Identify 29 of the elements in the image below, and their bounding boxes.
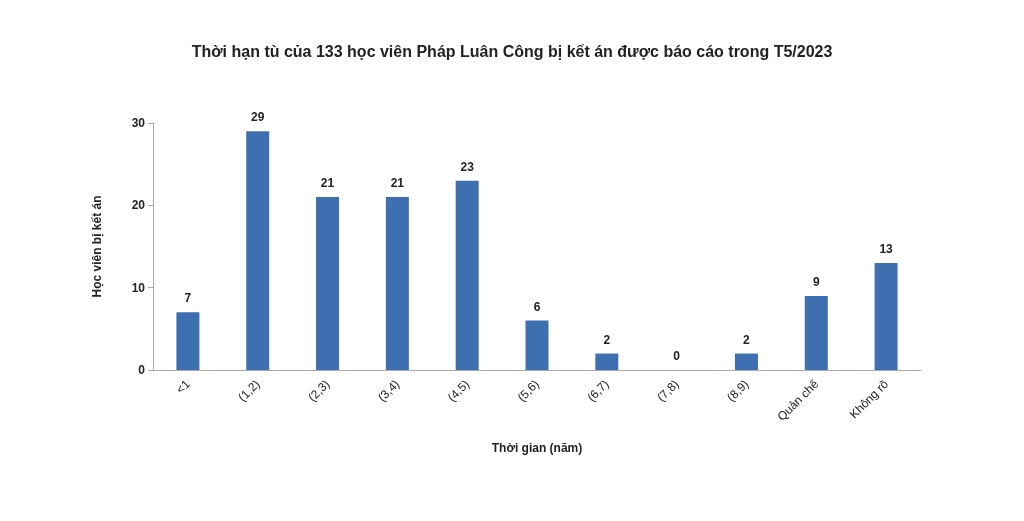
bar <box>176 312 200 370</box>
data-label: 21 <box>320 176 335 191</box>
bar <box>804 295 828 370</box>
bar <box>385 197 409 370</box>
bar <box>525 320 549 370</box>
data-label: 29 <box>251 110 265 125</box>
chart-title: Thời hạn tù của 133 học viên Pháp Luân Công bị kết án được báo cáo trong T5/2023 <box>191 42 833 60</box>
data-label: 2 <box>603 332 611 347</box>
bar <box>734 353 758 370</box>
data-label: 2 <box>743 332 751 347</box>
data-label: 7 <box>184 291 192 306</box>
y-tick-label: 10 <box>131 280 146 295</box>
data-label: 9 <box>812 274 820 289</box>
y-tick-label: 30 <box>131 116 146 130</box>
bar <box>874 262 898 370</box>
y-tick-label: 20 <box>131 198 146 213</box>
bar <box>455 180 479 370</box>
bar <box>595 353 619 370</box>
bar <box>246 131 270 370</box>
data-label: 6 <box>533 299 541 314</box>
data-label: 13 <box>879 241 894 256</box>
y-tick-label: 0 <box>138 363 146 377</box>
x-axis-title: Thời gian (năm) <box>491 441 583 455</box>
x-tick-label: <1 <box>173 376 194 397</box>
y-axis-title: Học viên bị kết án <box>90 195 104 298</box>
bar <box>316 197 340 370</box>
data-label: 21 <box>390 176 405 191</box>
data-label: 0 <box>673 349 681 363</box>
data-label: 23 <box>460 159 475 174</box>
